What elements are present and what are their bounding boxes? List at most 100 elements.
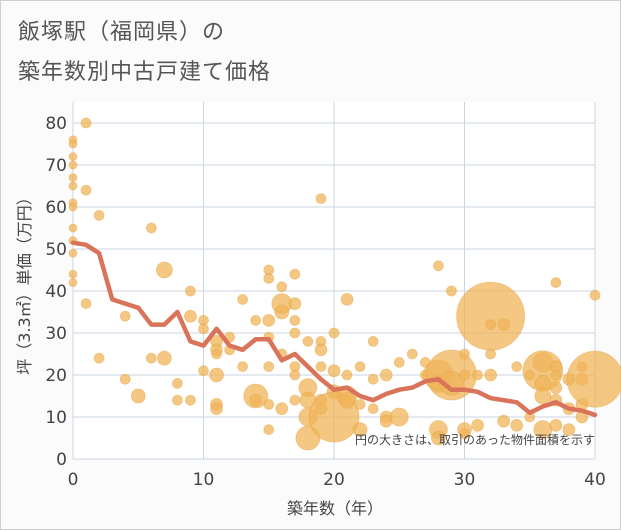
- bubble-point: [459, 369, 470, 381]
- bubble-point: [315, 361, 327, 373]
- bubble-point: [184, 309, 197, 323]
- bubble-point: [68, 248, 78, 258]
- bubble-point: [510, 418, 524, 432]
- bubble-point: [185, 285, 196, 297]
- bubble-point: [80, 298, 92, 310]
- bubble-point: [497, 414, 511, 428]
- bubble-point: [288, 297, 302, 311]
- bubble-point: [367, 403, 379, 415]
- y-axis-label: 坪（3.3㎡）単価（万円）: [15, 189, 34, 374]
- bubble-point: [549, 381, 563, 395]
- chart-title-line1: 飯塚駅（福岡県）の: [18, 20, 226, 45]
- bubble-point: [262, 313, 276, 327]
- bubble-point: [354, 361, 366, 373]
- bubble-point: [171, 394, 183, 406]
- bubble-point: [550, 369, 562, 381]
- bubble-point: [289, 314, 301, 326]
- bubble-point: [340, 292, 354, 306]
- y-tick-label: 20: [45, 366, 67, 386]
- bubble-point: [328, 327, 340, 339]
- tick-labels: 0 10 20 30 40 50 60 70 80 0 10 20 30 40: [45, 114, 605, 490]
- bubble-point: [315, 193, 327, 205]
- x-tick-label: 40: [584, 470, 606, 490]
- bubble-point: [68, 160, 78, 170]
- bubble-point: [549, 418, 563, 432]
- bubble-point: [80, 117, 92, 129]
- bubble-point: [93, 209, 105, 221]
- bubble-point: [406, 348, 418, 360]
- average-line-layer: [70, 240, 598, 418]
- bubble-point: [93, 352, 105, 364]
- y-tick-label: 0: [56, 450, 67, 470]
- bubble-point: [274, 304, 290, 320]
- chart-title-line2: 築年数別中古戸建て価格: [18, 60, 272, 85]
- bubble-point: [352, 422, 368, 438]
- bubble-point: [289, 327, 301, 339]
- bubble-point: [550, 277, 562, 289]
- bubble-layer: [68, 117, 621, 451]
- bubble-point: [459, 348, 470, 360]
- bubble-point: [263, 398, 275, 410]
- bubble-point: [130, 388, 146, 404]
- bubble-point: [237, 361, 249, 373]
- bubble-point: [389, 407, 409, 427]
- bubble-point: [314, 343, 328, 357]
- bubble-point: [210, 402, 223, 416]
- bubble-point: [211, 348, 222, 360]
- bubble-point: [446, 285, 457, 297]
- y-tick-label: 40: [45, 282, 67, 302]
- bubble-point: [263, 424, 275, 436]
- bubble-point: [484, 368, 498, 382]
- bubble-point: [68, 152, 78, 162]
- bubble-point: [367, 335, 379, 347]
- bubble-point: [354, 398, 366, 410]
- bubble-point: [511, 361, 523, 373]
- bubble-point: [68, 181, 78, 191]
- bubble-point: [589, 289, 601, 301]
- bubble-point: [562, 423, 576, 437]
- bubble-point: [289, 268, 301, 280]
- y-tick-label: 80: [45, 114, 67, 134]
- y-tick-label: 60: [45, 198, 67, 218]
- bubble-point: [289, 394, 301, 406]
- bubble-point: [534, 387, 552, 405]
- x-tick-label: 10: [193, 470, 215, 490]
- bubble-point: [185, 394, 196, 406]
- chart-note: 円の大きさは、取引のあった物件面積を示す: [355, 432, 595, 447]
- bubble-point: [263, 272, 275, 284]
- bubble-point: [80, 184, 92, 196]
- bubble-point: [68, 173, 78, 183]
- bubble-point: [379, 368, 393, 382]
- bubble-point: [156, 350, 172, 366]
- bubble-point: [289, 369, 301, 381]
- bubble-point: [250, 314, 262, 326]
- bubble-point: [209, 367, 224, 383]
- bubble-point: [249, 393, 263, 407]
- average-price-line: [70, 240, 598, 418]
- bubble-point: [327, 364, 341, 378]
- bubble-point: [471, 418, 484, 432]
- bubble-point: [237, 293, 249, 305]
- bubble-point: [68, 202, 78, 212]
- bubble-point: [367, 373, 379, 385]
- bubble-point: [276, 281, 288, 293]
- x-tick-label: 0: [68, 470, 79, 490]
- bubble-point: [302, 335, 314, 347]
- bubble-point: [68, 139, 78, 149]
- bubble-point: [198, 365, 209, 377]
- bubble-point: [68, 278, 78, 288]
- bubble-point: [263, 361, 275, 373]
- bubble-point: [485, 348, 497, 360]
- bubble-point: [68, 223, 78, 233]
- bubble-point: [430, 430, 446, 446]
- bubble-point: [155, 261, 173, 279]
- bubble-point: [497, 318, 511, 332]
- bubble-point: [566, 350, 621, 408]
- bubble-point: [393, 356, 405, 368]
- bubble-point: [145, 222, 157, 234]
- bubble-point: [338, 391, 356, 409]
- x-tick-label: 30: [454, 470, 476, 490]
- bubble-point: [145, 352, 157, 364]
- y-tick-label: 30: [45, 324, 67, 344]
